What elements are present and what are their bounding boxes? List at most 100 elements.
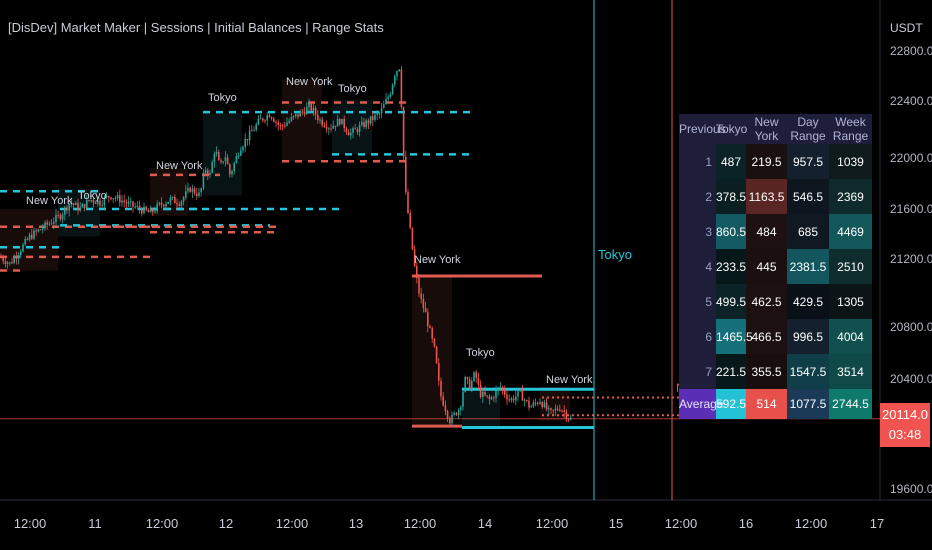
candle-body <box>464 376 466 392</box>
day-range-average-cell: 1077.5 <box>787 389 829 419</box>
candle-body <box>242 146 244 151</box>
candle-body <box>191 188 194 193</box>
candle-body <box>442 396 444 406</box>
tokyo-cell: 499.5 <box>716 284 746 319</box>
candle-body <box>303 111 306 115</box>
candle-body <box>466 376 469 380</box>
candle-body <box>213 153 216 162</box>
week-range-cell: 3514 <box>829 354 872 389</box>
candle-body <box>229 164 231 175</box>
candle-body <box>72 203 75 205</box>
candle-body <box>541 402 543 408</box>
row-index: 1 <box>679 144 716 179</box>
table-row: 6 1465.5 466.5 996.5 4004 <box>679 319 872 354</box>
candle-body <box>488 396 491 400</box>
candle-body <box>391 84 394 95</box>
range-stats-table: Previous Tokyo New York Day Range Week R… <box>679 114 872 419</box>
candle-body <box>156 203 158 212</box>
candle-body <box>310 103 312 111</box>
x-tick-label: 12:00 <box>664 516 698 531</box>
candle-body <box>314 107 317 115</box>
tokyo-cell: 487 <box>716 144 746 179</box>
x-tick-label: 13 <box>348 516 364 531</box>
candle-body <box>385 98 387 105</box>
candle-body <box>323 125 326 127</box>
candle-body <box>350 132 352 136</box>
candle-body <box>325 126 328 129</box>
candle-body <box>83 204 86 209</box>
x-tick-label: 11 <box>88 516 102 531</box>
candle-body <box>35 230 37 232</box>
candle-body <box>281 125 284 127</box>
candle-body <box>182 197 185 202</box>
candle-body <box>570 417 572 420</box>
candle-body <box>354 128 356 130</box>
candle-body <box>506 394 508 400</box>
candle-body <box>284 125 286 127</box>
candle-body <box>343 118 345 129</box>
candle-body <box>433 338 436 347</box>
column-header: Previous <box>679 114 726 144</box>
table-header-row: Previous Tokyo New York Day Range Week R… <box>679 114 872 144</box>
candle-body <box>407 192 409 214</box>
candle-body <box>402 107 405 157</box>
candle-body <box>171 196 174 198</box>
candle-body <box>273 118 275 122</box>
candle-body <box>347 132 350 136</box>
x-tick-label: 14 <box>477 516 493 531</box>
candle-body <box>543 402 546 408</box>
y-tick-label: 20800.0 <box>890 320 932 334</box>
candle-body <box>138 205 141 210</box>
candle-body <box>471 381 473 390</box>
candle-body <box>530 406 532 408</box>
week-range-cell: 1039 <box>829 144 872 179</box>
y-tick-label: 19600.0 <box>890 482 932 496</box>
candle-body <box>416 266 418 278</box>
candle-body <box>64 207 66 215</box>
new-york-cell: 466.5 <box>746 319 787 354</box>
candle-body <box>438 363 440 381</box>
candle-body <box>563 410 565 412</box>
candle-body <box>317 114 319 120</box>
candle-body <box>66 207 68 211</box>
candle-body <box>262 118 264 121</box>
candle-body <box>367 120 370 124</box>
candle-body <box>259 118 262 120</box>
candle-body <box>149 208 152 213</box>
candle-body <box>165 203 167 207</box>
candle-body <box>9 262 11 264</box>
row-index: 5 <box>679 284 716 319</box>
candle-body <box>94 202 97 204</box>
candle-body <box>429 326 431 328</box>
y-tick-label: 22400.0 <box>890 94 932 108</box>
candle-body <box>504 389 506 395</box>
candle-body <box>534 402 537 404</box>
row-index: 7 <box>679 354 716 389</box>
candle-body <box>196 193 198 196</box>
candle-body <box>369 116 372 124</box>
candle-body <box>42 228 44 230</box>
new-york-cell: 462.5 <box>746 284 787 319</box>
candle-body <box>493 397 495 399</box>
session-label-new-york: New York <box>546 374 593 386</box>
candle-body <box>105 195 108 198</box>
candle-body <box>121 200 123 203</box>
session-label-new-york: New York <box>26 195 73 207</box>
candle-body <box>374 114 376 120</box>
candle-body <box>396 71 398 77</box>
candle-body <box>86 199 88 209</box>
candle-body <box>231 171 233 175</box>
candle-body <box>101 204 103 206</box>
table-row: 3 860.5 484 685 4469 <box>679 214 872 249</box>
candle-body <box>200 188 202 193</box>
candle-body <box>209 172 211 175</box>
candle-body <box>81 204 84 208</box>
candle-body <box>288 120 290 123</box>
candle-body <box>211 161 213 173</box>
candle-body <box>453 412 455 415</box>
row-index: 3 <box>679 214 716 249</box>
candle-body <box>167 201 169 204</box>
candle-body <box>233 162 235 172</box>
candle-body <box>532 402 535 407</box>
